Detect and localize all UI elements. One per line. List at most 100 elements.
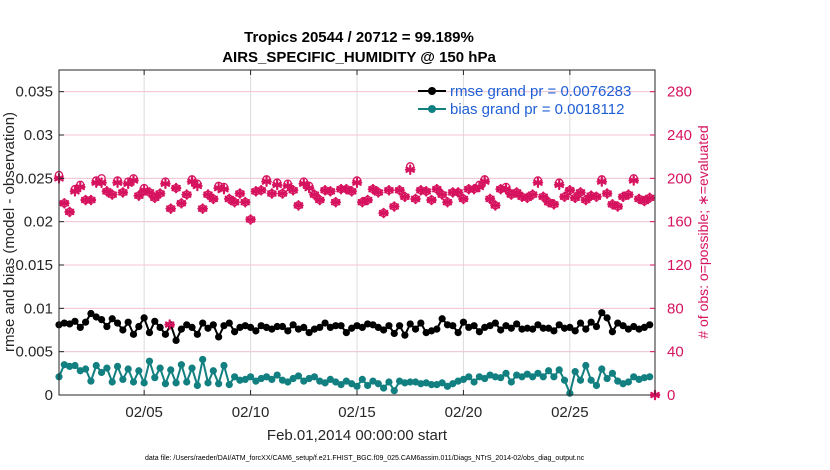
rmse-point: [390, 329, 398, 338]
bias-point: [145, 357, 154, 365]
rmse-point: [278, 322, 287, 331]
rmse-point: [592, 322, 601, 331]
rmse-point: [103, 322, 111, 331]
rmse-point: [497, 326, 505, 334]
bias-point: [539, 373, 547, 381]
bias-point: [183, 378, 191, 386]
bias-point: [587, 376, 595, 384]
bias-point: [592, 381, 601, 390]
rmse-point: [438, 315, 446, 323]
bias-point: [438, 379, 446, 387]
y2-tick-label: 80: [667, 300, 684, 317]
rmse-point: [411, 325, 420, 333]
bias-point: [470, 378, 478, 386]
rmse-point: [321, 319, 329, 327]
bias-point: [188, 364, 196, 372]
bias-point: [252, 377, 260, 385]
bias-point: [550, 373, 558, 381]
series-group: [53, 164, 655, 225]
bias-point: [332, 378, 340, 386]
y2-tick-label: 0: [667, 387, 675, 404]
rmse-point: [624, 325, 632, 333]
rmse-point: [129, 330, 138, 338]
rmse-point: [60, 319, 68, 327]
rmse-point: [273, 322, 281, 331]
bias-point: [353, 382, 361, 390]
bias-point: [571, 368, 579, 376]
rmse-point: [630, 322, 638, 331]
bias-point: [555, 366, 563, 374]
legend-bias-marker: [428, 105, 436, 113]
rmse-point: [406, 320, 414, 328]
rmse-point: [289, 321, 297, 329]
rmse-point: [300, 323, 308, 331]
y-tick-label: 0: [45, 387, 53, 404]
rmse-point: [92, 313, 100, 321]
rmse-point: [113, 319, 122, 327]
bias-point: [246, 373, 255, 381]
rmse-point: [443, 321, 452, 329]
rmse-point: [369, 321, 377, 329]
bias-point: [614, 377, 622, 385]
rmse-point: [513, 320, 521, 328]
legend: rmse grand pr = 0.0076283 bias grand pr …: [418, 83, 631, 118]
rmse-point: [332, 322, 340, 330]
y-tick-label: 0.01: [24, 300, 53, 317]
bias-point: [151, 374, 159, 382]
rmse-point: [76, 323, 84, 331]
rmse-point: [97, 316, 106, 324]
rmse-point: [380, 326, 388, 334]
bias-point: [342, 377, 350, 385]
bias-point: [193, 381, 201, 390]
bias-point: [220, 361, 228, 370]
bias-point: [326, 375, 334, 383]
bias-point: [646, 373, 654, 381]
rmse-point: [523, 324, 531, 332]
bias-point: [497, 374, 505, 382]
bias-point: [364, 381, 372, 390]
bias-point: [598, 365, 606, 373]
bias-point: [321, 379, 329, 387]
rmse-point: [220, 322, 228, 330]
rmse-point: [246, 323, 255, 331]
bias-point: [289, 374, 297, 383]
bias-point: [140, 379, 148, 387]
bias-point: [310, 373, 319, 381]
bias-point: [236, 376, 244, 384]
bias-point: [177, 361, 185, 369]
rmse-point: [199, 319, 207, 327]
x-tick-label: 02/25: [551, 404, 589, 421]
rmse-point: [454, 329, 462, 337]
axis-ticks: 02/05 02/10 02/15 02/20 02/25 0 0.005 0.01 0.015…: [15, 70, 692, 421]
rmse-point: [550, 327, 558, 335]
legend-rmse-label: rmse grand pr = 0.0076283: [450, 83, 631, 100]
bias-point: [337, 381, 345, 389]
bias-point: [215, 380, 223, 388]
bias-point: [390, 387, 398, 395]
rmse-point: [374, 323, 382, 331]
rmse-point: [145, 329, 154, 337]
bias-point: [87, 377, 95, 385]
bias-point: [294, 372, 303, 380]
y-tick-label: 0.025: [15, 170, 53, 187]
bias-point: [624, 378, 632, 386]
bias-point: [231, 373, 239, 381]
bias-point: [358, 375, 366, 383]
rmse-point: [151, 317, 159, 325]
rmse-point: [284, 327, 292, 335]
rmse-point: [342, 329, 350, 337]
rmse-point: [582, 325, 590, 333]
rmse-point: [433, 325, 441, 333]
rmse-point: [507, 324, 515, 332]
x-axis-label: Feb.01,2014 00:00:00 start: [267, 427, 448, 444]
rmse-point: [385, 322, 393, 330]
x-tick-label: 02/20: [445, 404, 483, 421]
y-tick-label: 0.02: [24, 214, 53, 231]
bias-point: [82, 365, 90, 373]
bias-point: [523, 370, 531, 378]
rmse-point: [534, 321, 542, 329]
y2-axis-label: # of obs: o=possible; ∗=evaluated: [695, 125, 711, 338]
chart-subtitle: AIRS_SPECIFIC_HUMIDITY @ 150 hPa: [222, 49, 496, 66]
rmse-point: [576, 319, 585, 327]
rmse-point: [71, 317, 79, 325]
